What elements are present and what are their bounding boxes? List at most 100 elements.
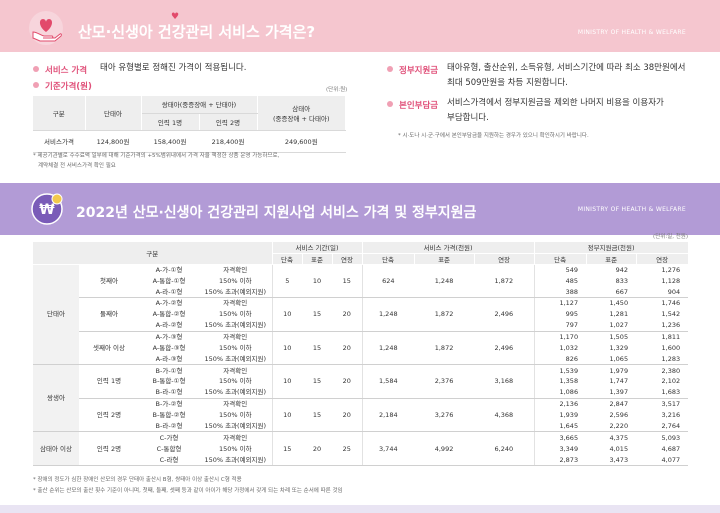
- bottom-strip: [0, 505, 720, 513]
- support-cell: 4,375: [609, 433, 629, 442]
- price-twin-1: 158,400원: [141, 130, 199, 153]
- self-pay-line1: 서비스가격에서 정부지원금을 제외한 나머지 비용을 이용자가: [447, 98, 664, 108]
- support-table: 구분 서비스 기간(일) 서비스 가격(천원) 정부지원금(천원) 단축 표준 …: [33, 242, 689, 466]
- price-cell: 3,168: [474, 364, 535, 399]
- income-cell: 자격확인: [223, 332, 248, 341]
- price-cell: 1,872: [474, 264, 535, 299]
- support-cell: 1,281: [609, 310, 629, 319]
- income-cell: 자격확인: [223, 299, 248, 308]
- price-triple: 249,600원: [257, 130, 346, 153]
- support-cell: 4,077: [636, 454, 689, 466]
- support-cell: 1,542: [661, 310, 681, 319]
- support-cell: 4,015: [609, 444, 629, 453]
- header-support-short: 단축: [534, 253, 587, 265]
- support-cell: 2,847: [609, 400, 629, 409]
- support-cell: 942: [615, 265, 629, 274]
- income-cell: 150% 이하: [218, 343, 252, 352]
- table-row: C-라형 150% 초과(예외지원) 2,873 3,473 4,077: [33, 454, 689, 466]
- support-cell: 1,276: [661, 265, 681, 274]
- price-cell: 4,992: [414, 431, 475, 466]
- base-price-label: 기준가격(원): [33, 80, 92, 92]
- section2-note-1: * 장애의 정도가 심한 장애인 산모의 경우 단태아 출산시 B형, 쌍태아 …: [33, 477, 242, 483]
- period-cell: 15: [271, 431, 303, 466]
- header-twin-1: 인력 1명: [141, 113, 200, 131]
- heart-hand-icon: [29, 11, 63, 45]
- support-cell: 2,764: [636, 420, 689, 433]
- ministry-label: MINISTRY OF HEALTH & WELFARE: [577, 29, 686, 36]
- income-cell: 자격확인: [223, 433, 248, 442]
- support-cell: 2,220: [586, 420, 637, 433]
- period-cell: 10: [271, 331, 303, 366]
- income-cell: 150% 초과(예외지원): [199, 387, 273, 399]
- support-cell: 904: [636, 286, 689, 299]
- price-cell: 1,248: [414, 264, 475, 299]
- birth-order-cell: 인력 2명: [79, 431, 139, 466]
- support-cell: 833: [615, 276, 629, 285]
- support-type-cell: B-통합-②형: [152, 411, 186, 420]
- support-cell: 1,746: [661, 299, 681, 308]
- support-cell: 2,380: [661, 366, 681, 375]
- support-cell: 1,086: [533, 387, 587, 399]
- section1-title: 산모·신생아 건강관리 서비스 가격은?: [78, 23, 316, 41]
- support-cell: 1,645: [533, 420, 587, 433]
- support-type-cell: B-가-①형: [155, 366, 183, 375]
- base-price-table: 구분 단태아 쌍태아(중증장애 + 단태아) 삼태아 (중증장애 + 다태아) …: [33, 96, 346, 153]
- income-cell: 150% 초과(예외지원): [199, 286, 273, 299]
- svg-text:₩: ₩: [39, 202, 55, 218]
- support-cell: 388: [533, 286, 587, 299]
- period-cell: 10: [271, 297, 303, 332]
- income-cell: 150% 이하: [218, 444, 252, 453]
- support-cell: 549: [533, 264, 587, 276]
- period-cell: 20: [332, 297, 363, 332]
- price-cell: 2,184: [361, 398, 415, 433]
- support-cell: 1,027: [586, 319, 637, 332]
- period-cell: 15: [302, 398, 333, 433]
- birth-order-cell: 첫째아: [79, 264, 139, 299]
- header-triple-label: 삼태아: [292, 104, 311, 113]
- header-price: 서비스 가격(천원): [362, 242, 535, 254]
- self-pay-label: 본인부담금: [387, 99, 438, 111]
- income-cell: 자격확인: [223, 366, 248, 375]
- support-cell: 2,596: [609, 411, 629, 420]
- period-cell: 5: [271, 264, 303, 299]
- header-price-standard: 표준: [414, 253, 475, 265]
- header-triple-sub: (중증장애 + 다태아): [272, 114, 330, 123]
- header-twin: 쌍태아(중증장애 + 단태아): [141, 96, 258, 114]
- section1-note-1: * 제공기관별로 수수료액 일부에 대해 기준가격의 +5%범위내에서 가격 자…: [33, 153, 280, 159]
- price-single: 124,800원: [85, 130, 141, 153]
- support-type-cell: C-라형: [139, 454, 199, 466]
- support-cell: 1,358: [533, 375, 587, 388]
- header-twin-2: 인력 2명: [199, 113, 258, 131]
- support-cell: 797: [533, 319, 587, 332]
- support-type-cell: B-라-②형: [139, 420, 199, 433]
- birth-order-cell: 인력 2명: [79, 398, 139, 433]
- fetus-type-cell: 단태아: [33, 264, 79, 366]
- price-cell: 1,872: [414, 331, 475, 366]
- section1-header: ♥ 산모·신생아 건강관리 서비스 가격은? MINISTRY OF HEALT…: [0, 0, 720, 52]
- header-price-extended: 연장: [474, 253, 535, 265]
- support-cell: 1,505: [609, 332, 629, 341]
- section2-header: ₩ 2022년 산모·신생아 건강관리 지원사업 서비스 가격 및 정부지원금 …: [0, 183, 720, 235]
- price-cell: 1,872: [414, 297, 475, 332]
- income-cell: 150% 이하: [218, 377, 252, 386]
- won-coin-icon: ₩: [31, 193, 63, 225]
- support-cell: 1,236: [636, 319, 689, 332]
- support-type-cell: C-가형: [159, 433, 179, 442]
- income-cell: 150% 이하: [218, 310, 252, 319]
- support-type-cell: A-가-①형: [155, 265, 183, 274]
- period-cell: 20: [332, 398, 363, 433]
- table-row: 쌍생아 인력 1명 B-가-①형 자격확인 10 15 20 1,584 2,376 3,168 1…: [33, 364, 688, 433]
- price-twin-2: 218,400원: [199, 130, 257, 153]
- support-cell: 1,939: [533, 409, 587, 421]
- income-cell: 150% 초과(예외지원): [199, 420, 273, 433]
- income-cell: 150% 초과(예외지원): [199, 319, 273, 332]
- table-row: A-라-①형 150% 초과(예외지원) 388 667 904: [33, 286, 689, 299]
- price-cell: 624: [361, 264, 415, 299]
- header-support-extended: 연장: [636, 253, 689, 265]
- support-cell: 1,450: [609, 299, 629, 308]
- header-period-standard: 표준: [302, 253, 333, 265]
- birth-order-cell: 셋째아 이상: [79, 331, 139, 366]
- period-cell: 15: [302, 331, 333, 366]
- support-cell: 1,600: [661, 343, 681, 352]
- support-cell: 3,665: [533, 431, 587, 443]
